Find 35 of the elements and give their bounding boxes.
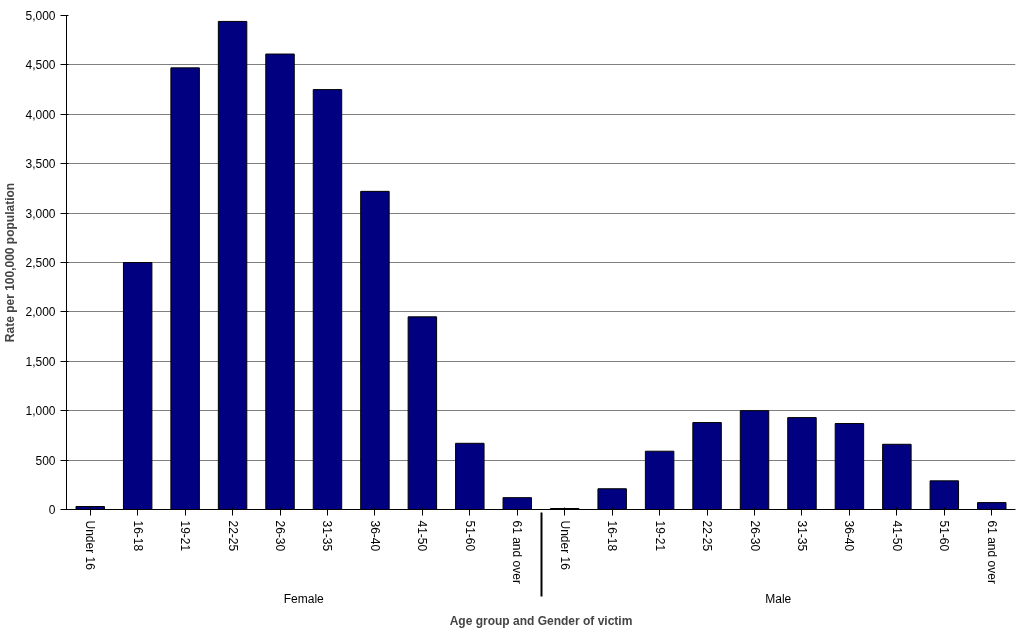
- y-tick-label: 4,000: [25, 107, 56, 122]
- y-tick-label: 1,000: [25, 404, 56, 419]
- x-tick-label: 19-21: [652, 520, 667, 552]
- text: Female: [283, 591, 325, 606]
- x-tick-label: Under 16: [557, 520, 572, 571]
- x-tick-label: 16-18: [605, 520, 620, 552]
- x-tick-label: 36-40: [367, 520, 382, 552]
- x-tick-label: 19-21: [178, 520, 193, 552]
- y-tick-label: 5,000: [25, 9, 56, 23]
- y-tick-label: 2,500: [25, 256, 56, 270]
- x-tick-label: 31-35: [794, 520, 809, 552]
- x-tick-label: 26-30: [747, 520, 762, 552]
- x-tick-label: 51-60: [937, 520, 952, 552]
- y-tick-label: 4,500: [25, 58, 56, 73]
- x-tick-label: 51-60: [462, 520, 477, 552]
- y-tick-label: 3,500: [25, 157, 56, 172]
- text: Male: [765, 591, 792, 606]
- y-axis-title: Rate per 100,000 population: [3, 182, 18, 343]
- x-tick-label: 41-50: [889, 520, 904, 552]
- y-tick-label: 2,000: [25, 305, 56, 320]
- x-tick-label: 22-25: [700, 520, 715, 552]
- x-tick-label: 61 and over: [984, 520, 999, 584]
- x-tick-label: 61 and over: [510, 520, 525, 584]
- x-tick-label: Under 16: [83, 520, 98, 571]
- x-tick-label: 41-50: [415, 520, 430, 552]
- x-tick-label: 16-18: [130, 520, 145, 552]
- y-tick-label: 1,500: [25, 354, 56, 369]
- x-tick-label: 22-25: [225, 520, 240, 552]
- x-tick-label: 26-30: [273, 520, 288, 552]
- y-tick-label: 0: [48, 503, 56, 517]
- x-axis-title: Age group and Gender of victim: [449, 613, 633, 628]
- y-tick-label: 500: [35, 453, 56, 468]
- x-tick-label: 36-40: [842, 520, 857, 552]
- x-tick-label: 31-35: [320, 520, 335, 552]
- y-tick-label: 3,000: [25, 206, 56, 221]
